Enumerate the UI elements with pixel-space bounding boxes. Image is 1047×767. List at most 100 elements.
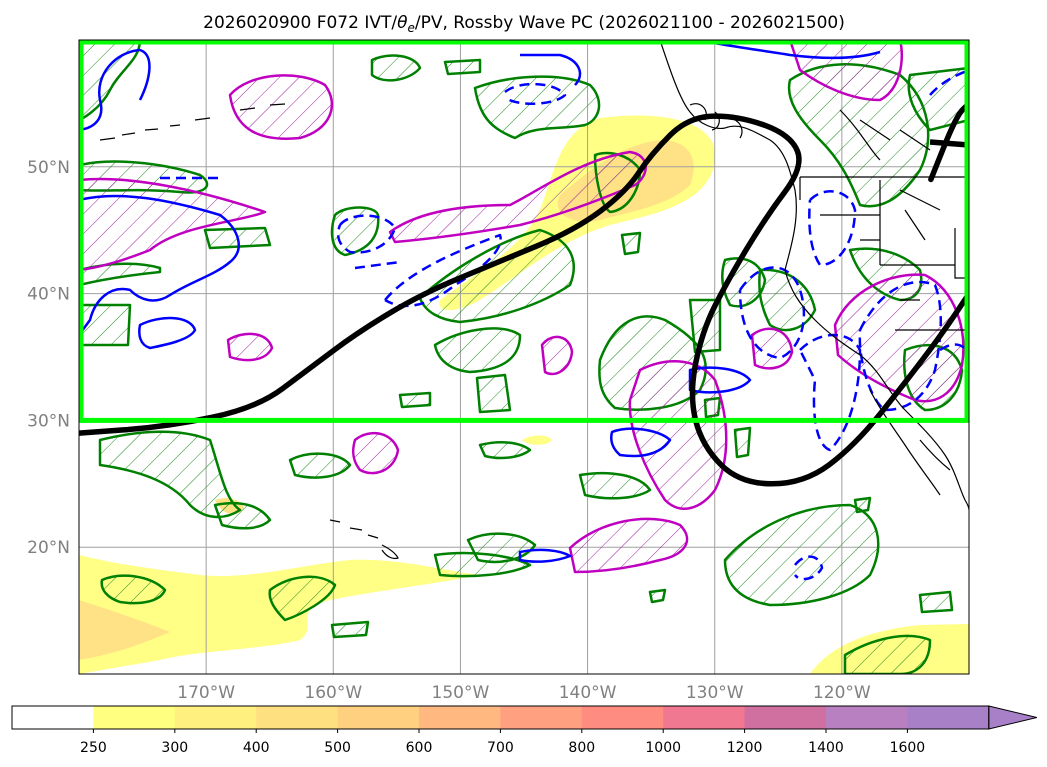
green-contour	[648, 588, 667, 604]
blue-dashed-contour	[798, 333, 862, 452]
lat-tick-label: 20°N	[27, 538, 70, 558]
aleutian-islands	[99, 103, 286, 141]
lat-tick-label: 50°N	[27, 158, 70, 178]
magenta-contour	[788, 40, 904, 102]
colorbar-tick-label: 1200	[727, 740, 763, 756]
magenta-contour	[351, 431, 400, 475]
ivt-southwest-blob	[167, 594, 270, 630]
green-contour	[100, 574, 167, 605]
green-contour	[853, 496, 872, 514]
lon-tick-label: 170°W	[177, 683, 235, 703]
colorbar-segment	[93, 706, 176, 729]
blue-dashed-contour	[793, 555, 824, 581]
colorbar-tick-label: 400	[243, 740, 270, 756]
green-contour	[433, 327, 522, 374]
colorbar-tick-label: 700	[487, 740, 514, 756]
state-borders	[820, 180, 969, 331]
blue-contour	[520, 53, 582, 86]
blue-contour	[138, 316, 197, 350]
green-contour	[843, 634, 932, 674]
map-frame	[78, 39, 970, 675]
lon-tick-label: 160°W	[304, 683, 362, 703]
green-contour	[478, 441, 532, 460]
magenta-contour	[228, 74, 334, 140]
blue-contour	[518, 548, 572, 563]
magenta-contours	[79, 40, 965, 574]
green-contour	[475, 373, 512, 414]
magenta-contour	[388, 150, 647, 244]
green-contour	[398, 391, 432, 409]
colorbar-segment	[256, 706, 339, 729]
colorbar-segment	[663, 706, 746, 729]
blue-dashed-contour	[384, 233, 502, 308]
lon-tick-labels: 170°W 160°W 150°W 140°W 130°W 120°W	[177, 683, 871, 703]
magenta-contour	[750, 327, 794, 370]
green-contour	[578, 471, 652, 500]
green-contour	[288, 452, 352, 479]
blue-dashed-contour	[858, 280, 943, 412]
blue-contour	[79, 194, 240, 336]
green-contour	[213, 501, 272, 530]
colorbar-tick-label: 1400	[808, 740, 844, 756]
magenta-contour	[540, 335, 574, 376]
colorbar-segment	[174, 706, 257, 729]
blue-dashed-contour	[929, 68, 969, 96]
colorbar-segment	[500, 706, 583, 729]
blue-dashed-contour	[738, 266, 806, 360]
rossby-wave-contour-northeast	[928, 100, 969, 183]
colorbar-segment	[581, 706, 664, 729]
canada-border	[799, 176, 969, 200]
colorbar-segment	[419, 706, 501, 729]
magenta-contour	[79, 177, 267, 272]
mexico-coast	[869, 389, 951, 496]
rossby-wave-contour	[79, 113, 969, 487]
blue-solid-contours	[79, 40, 881, 563]
magenta-contour	[568, 517, 689, 574]
lat-tick-label: 40°N	[27, 285, 70, 305]
green-contour	[918, 590, 954, 614]
map-area	[79, 40, 969, 674]
colorbar: 250 300 400 500 600 700 800 1000 1200 1400 1600	[11, 705, 1037, 756]
blue-dashed-contour	[354, 260, 401, 270]
lon-tick-label: 140°W	[559, 683, 617, 703]
colorbar-tick-label: 1000	[645, 740, 681, 756]
colorbar-tick-label: 500	[324, 740, 351, 756]
ivt-south-core	[79, 600, 170, 660]
blue-contour	[610, 427, 672, 458]
magenta-contour	[833, 273, 965, 403]
lon-tick-label: 120°W	[813, 683, 871, 703]
coastlines	[99, 40, 969, 560]
green-contour	[620, 231, 642, 256]
blue-contour	[688, 366, 752, 394]
colorbar-tick-label: 800	[568, 740, 595, 756]
blue-dashed-contour	[808, 190, 857, 267]
colorbar-segment	[337, 706, 420, 729]
colorbar-segment	[744, 706, 827, 729]
lat-tick-label: 30°N	[27, 411, 70, 431]
colorbar-tick-label: 1600	[890, 740, 926, 756]
lat-tick-labels: 20°N 30°N 40°N 50°N	[27, 158, 70, 558]
highlight-box	[79, 40, 969, 423]
green-contour	[433, 551, 532, 578]
colorbar-segment	[907, 706, 990, 729]
canada-inland-lines	[839, 109, 941, 241]
blue-dashed-contour	[336, 214, 397, 254]
green-contour	[330, 206, 380, 257]
green-contour	[418, 228, 575, 324]
rossby-wave-contour-stub	[929, 139, 969, 148]
green-contour	[723, 503, 880, 607]
blue-dashed-contour	[504, 82, 567, 105]
green-contour	[733, 426, 752, 459]
lon-tick-label: 130°W	[686, 683, 744, 703]
north-america-coast	[659, 40, 969, 511]
colorbar-tick-label: 300	[161, 740, 188, 756]
colorbar-segment	[826, 706, 908, 729]
green-contour	[443, 58, 482, 76]
colorbar-extend-arrow	[988, 705, 1037, 730]
ivt-small-blob	[522, 435, 552, 445]
colorbar-tick-label: 250	[80, 740, 107, 756]
blue-contour	[79, 48, 151, 132]
hawaii-islands	[329, 519, 399, 560]
colorbar-tick-label: 600	[406, 740, 433, 756]
